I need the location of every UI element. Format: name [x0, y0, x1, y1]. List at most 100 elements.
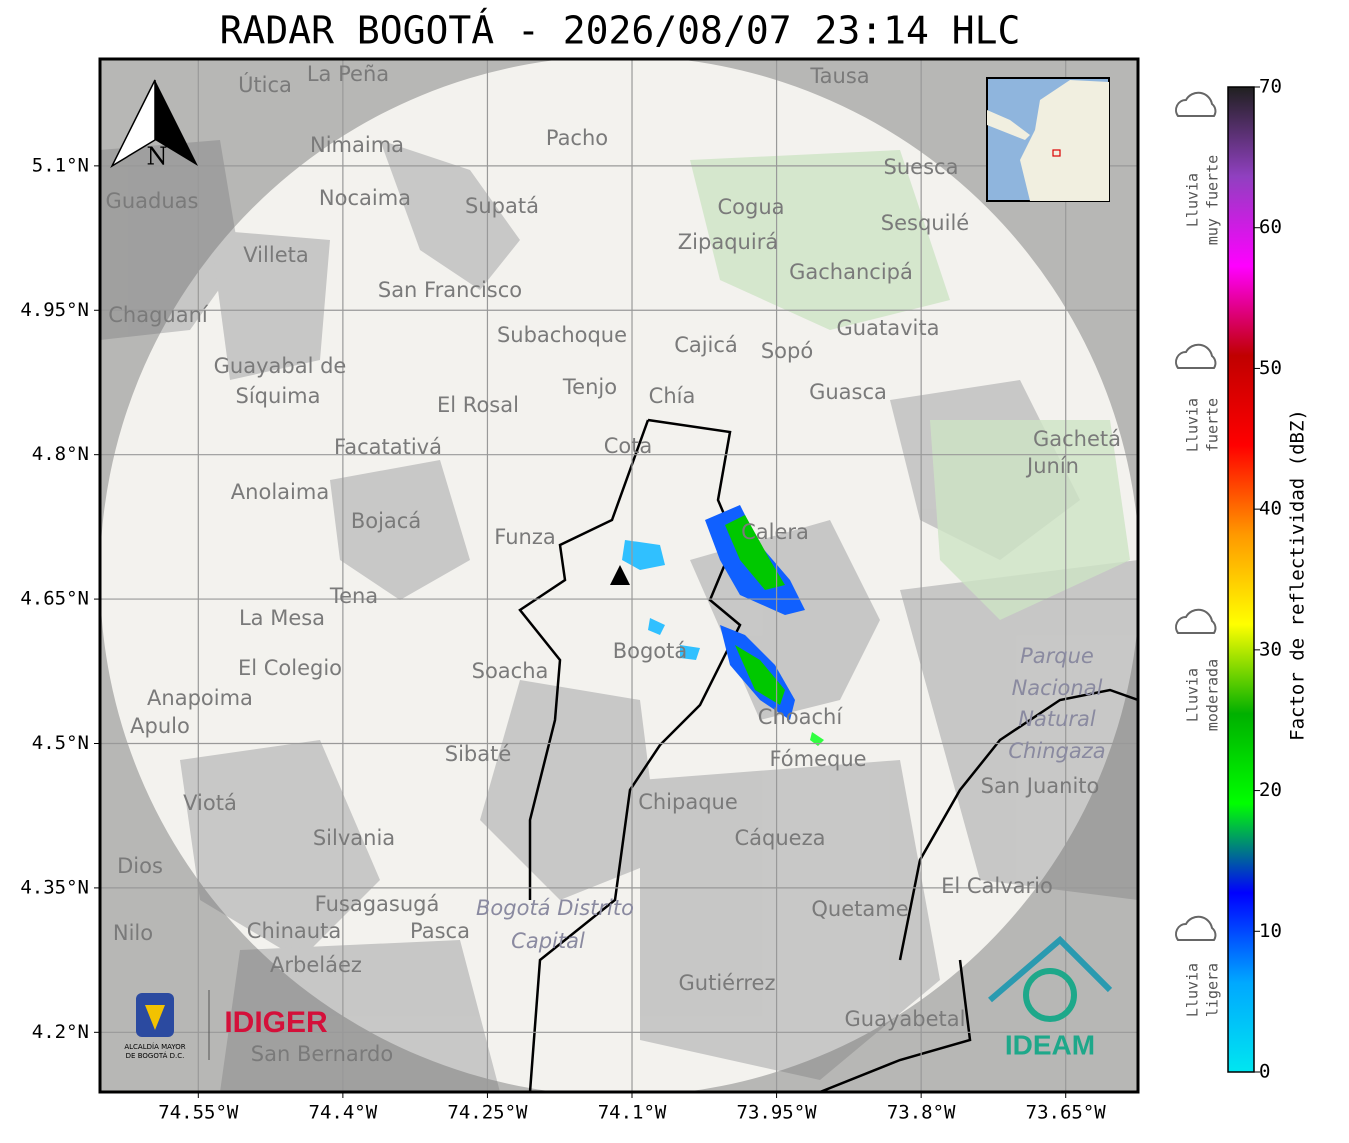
place-label: Silvania: [313, 826, 395, 850]
place-label: Chingaza: [1008, 739, 1105, 763]
alcaldia-text: DE BOGOTÁ D.C.: [126, 1051, 185, 1060]
colorbar-tick-label: 20: [1259, 779, 1282, 801]
radar-echoes: [622, 505, 824, 746]
place-label: Villeta: [243, 243, 308, 267]
y-tick-label: 4.95°N: [20, 299, 89, 321]
y-tick-label: 4.2°N: [32, 1021, 89, 1043]
place-label: Fómeque: [769, 747, 866, 771]
place-label: Sibaté: [445, 742, 512, 766]
alcaldia-logo: ALCALDÍA MAYOR DE BOGOTÁ D.C. IDIGER: [124, 990, 328, 1060]
rain-level-label: Lluvia: [1184, 398, 1202, 452]
place-label: Choachí: [758, 705, 844, 729]
inset-map: [986, 77, 1110, 202]
place-label: Nimaima: [310, 133, 404, 157]
place-label: Capital: [511, 929, 585, 953]
place-label: Síquima: [236, 384, 321, 408]
colorbar-label: Factor de reflectividad (dBZ): [1287, 409, 1309, 741]
ideam-text: IDEAM: [1005, 1029, 1095, 1060]
place-label: Calera: [741, 520, 809, 544]
colorbar-tick-label: 30: [1259, 638, 1282, 660]
place-label: Bogotá: [613, 639, 688, 663]
place-label: Chía: [649, 384, 696, 408]
place-label: Cáqueza: [735, 826, 826, 850]
department-border: [898, 688, 1138, 961]
place-labels: La Peña Útica Tausa Pacho Nimaima Nocaima Supa…: [106, 62, 1121, 1066]
place-label: Viotá: [183, 791, 237, 815]
place-label: Gutiérrez: [679, 971, 776, 995]
rain-level-label: moderada: [1204, 659, 1222, 731]
place-label: Subachoque: [497, 323, 627, 347]
place-label: Suesca: [884, 155, 959, 179]
rain-level-label: muy fuerte: [1204, 155, 1222, 245]
place-label: Nocaima: [319, 186, 411, 210]
place-label: Funza: [494, 525, 555, 549]
y-tick-label: 4.35°N: [20, 876, 89, 898]
place-label: Chinauta: [247, 919, 341, 943]
place-label: Pacho: [546, 126, 608, 150]
x-tick-label: 74.55°W: [158, 1102, 239, 1124]
place-label: Chaguaní: [108, 303, 209, 327]
vegetation: [690, 150, 1130, 620]
idiger-logo: IDIGER: [224, 1006, 328, 1039]
place-label: El Rosal: [437, 393, 519, 417]
rain-icon: [1175, 915, 1217, 941]
place-label: Quetame: [811, 897, 908, 921]
place-label: Nilo: [113, 921, 153, 945]
department-border: [518, 419, 650, 900]
place-label: Bojacá: [351, 509, 421, 533]
radar-site: [610, 565, 630, 585]
colorbar-tick-label: 70: [1259, 76, 1282, 98]
x-tick-label: 74.4°W: [309, 1102, 378, 1124]
colorbar-tick-label: 40: [1259, 498, 1282, 520]
place-label: Tenjo: [562, 375, 617, 399]
place-label: Anapoima: [147, 686, 253, 710]
alcaldia-text: ALCALDÍA MAYOR: [124, 1042, 185, 1051]
place-label: La Peña: [307, 62, 389, 86]
place-label: Arbeláez: [270, 953, 362, 977]
place-label: Pasca: [410, 919, 470, 943]
map-frame: [98, 57, 1140, 1094]
place-label: El Calvario: [941, 874, 1053, 898]
place-label: Cota: [604, 434, 653, 458]
north-arrow: N: [110, 79, 198, 171]
place-label: Natural: [1018, 707, 1096, 731]
x-tick-label: 74.25°W: [447, 1102, 528, 1124]
place-label: Cajicá: [674, 333, 738, 357]
x-tick-label: 74.1°W: [598, 1102, 667, 1124]
rain-level-label: ligera: [1204, 963, 1222, 1017]
x-tick-label: 73.95°W: [737, 1102, 818, 1124]
place-label: Facatativá: [334, 435, 442, 459]
place-label: Gachetá: [1033, 427, 1121, 451]
y-tick-label: 4.65°N: [20, 588, 89, 610]
place-label: Guasca: [809, 380, 887, 404]
department-border: [819, 959, 972, 1092]
x-tick-label: 73.8°W: [887, 1102, 956, 1124]
ideam-logo: IDEAM: [988, 935, 1113, 1060]
place-label: Zipaquirá: [678, 230, 778, 254]
y-tick-label: 5.1°N: [32, 154, 89, 176]
place-label: Cogua: [717, 195, 784, 219]
place-label: San Juanito: [981, 774, 1100, 798]
rain-level-label: fuerte: [1204, 398, 1222, 452]
place-label: San Francisco: [378, 278, 522, 302]
rain-level-label: Lluvia: [1184, 963, 1202, 1017]
rain-level-label: Lluvia: [1184, 173, 1202, 227]
place-label: Útica: [238, 72, 292, 97]
place-label: San Bernardo: [251, 1042, 393, 1066]
place-label: Apulo: [130, 714, 190, 738]
place-label: Sesquilé: [881, 211, 969, 235]
rain-icon: [1175, 608, 1217, 634]
place-label: Fusagasugá: [315, 892, 440, 916]
place-label: Parque: [1020, 644, 1094, 668]
place-label: Bogotá Distrito: [476, 896, 634, 920]
place-label: Sopó: [761, 339, 813, 363]
place-label: Dios: [117, 854, 163, 878]
colorbar-tick-label: 0: [1259, 1061, 1270, 1083]
colorbar-tick-label: 10: [1259, 920, 1282, 942]
place-label: Soacha: [472, 659, 549, 683]
colorbar: [1227, 86, 1255, 1073]
colorbar-ticks: 0 10 20 30 40 50 60 70: [1254, 76, 1282, 1083]
rain-icon: [1175, 343, 1217, 369]
